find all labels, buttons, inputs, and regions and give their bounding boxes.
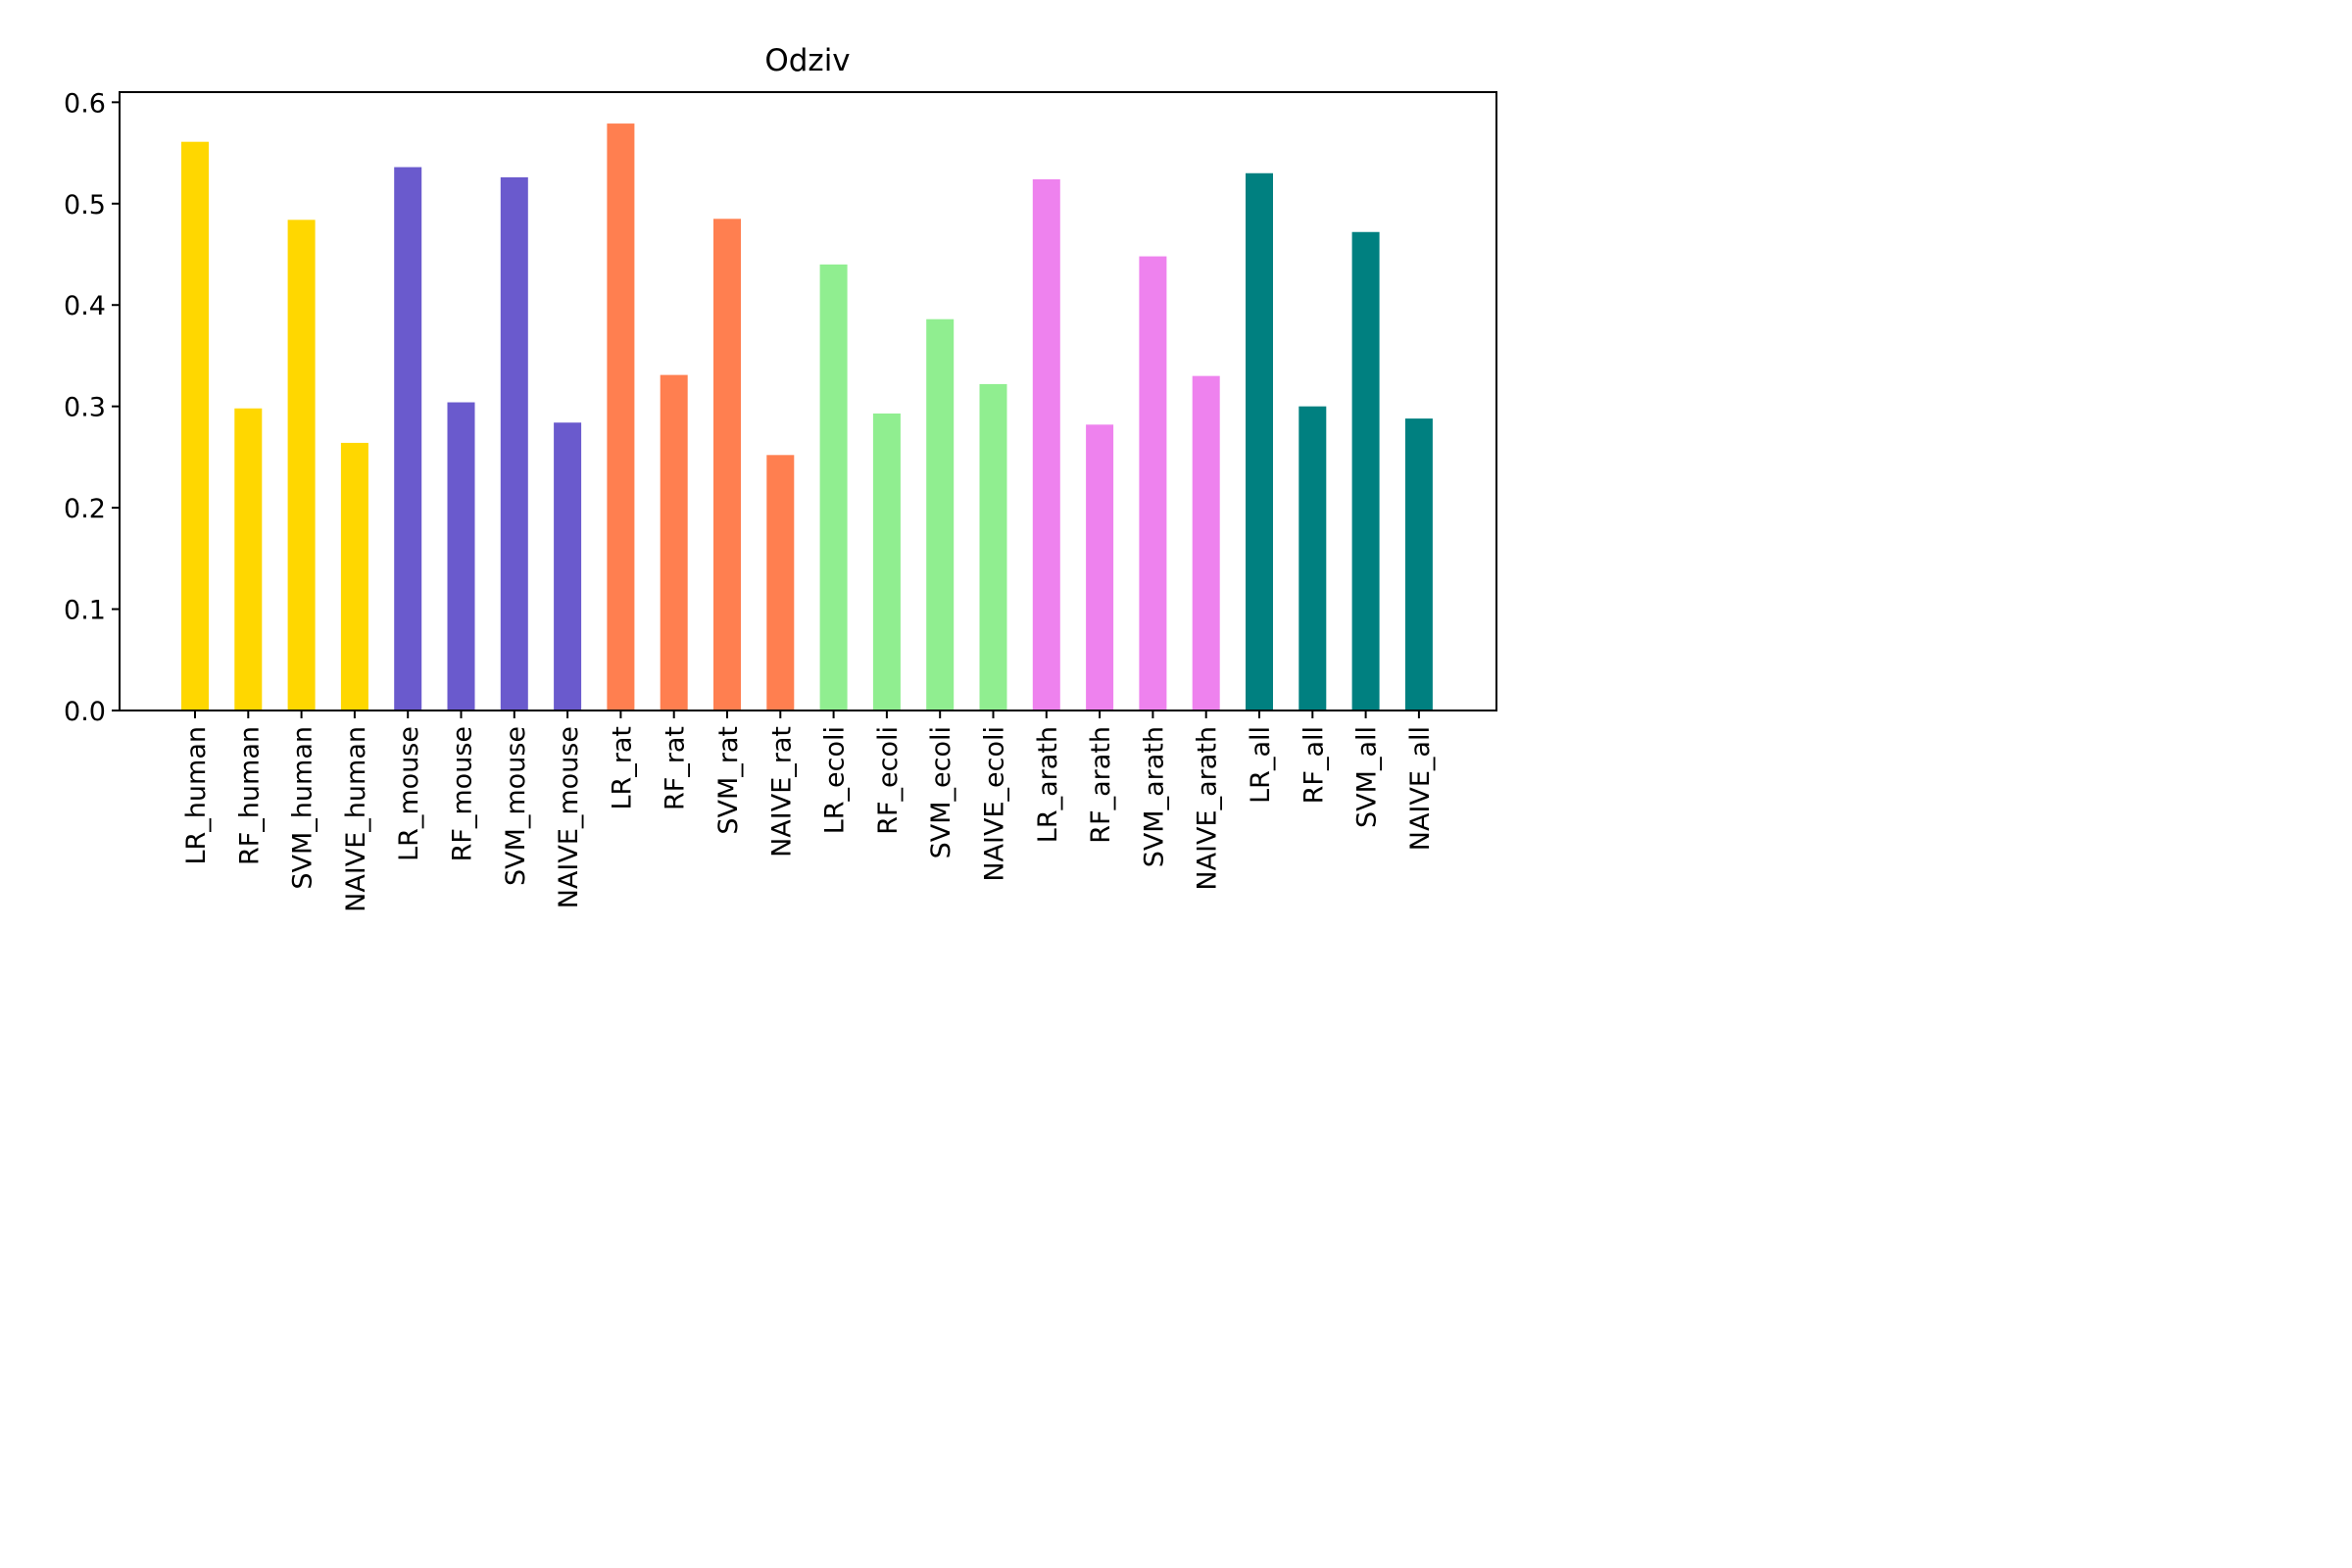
x-tick-label: RF_all xyxy=(1298,726,1329,804)
y-tick-label: 0.3 xyxy=(64,393,106,423)
x-tick-label: SVM_rat xyxy=(713,726,744,835)
x-tick-label: LR_arath xyxy=(1033,726,1063,843)
x-tick-label: LR_human xyxy=(181,726,212,865)
x-tick-label: LR_mouse xyxy=(394,726,424,861)
x-tick-label: NAIVE_all xyxy=(1405,726,1436,851)
x-tick-label: RF_mouse xyxy=(448,726,478,861)
x-tick-label: NAIVE_human xyxy=(341,726,371,912)
x-tick-label: NAIVE_rat xyxy=(766,726,797,858)
x-tick-label: SVM_arath xyxy=(1139,726,1169,867)
y-tick-label: 0.2 xyxy=(64,494,106,524)
bar-lr-rat xyxy=(607,123,635,711)
bar-lr-mouse xyxy=(394,167,422,710)
bar-rf-arath xyxy=(1086,424,1114,710)
x-tick-label: RF_arath xyxy=(1086,726,1116,844)
x-tick-label: SVM_all xyxy=(1352,726,1383,828)
bar-naive-human xyxy=(340,442,368,710)
bar-naive-arath xyxy=(1192,375,1220,710)
bar-svm-human xyxy=(287,220,316,710)
x-tick-label: NAIVE_mouse xyxy=(554,726,584,908)
bar-lr-ecoli xyxy=(819,264,848,710)
bar-svm-rat xyxy=(713,219,741,710)
bar-rf-all xyxy=(1298,406,1327,710)
bar-naive-ecoli xyxy=(979,383,1007,710)
bar-rf-human xyxy=(234,408,263,710)
x-tick-label: RF_rat xyxy=(661,726,691,810)
bar-rf-ecoli xyxy=(872,413,901,710)
x-tick-label: LR_ecoli xyxy=(820,726,851,834)
y-tick-label: 0.6 xyxy=(64,88,106,119)
plot-frame xyxy=(119,91,1497,711)
x-tick-label: SVM_human xyxy=(288,726,318,890)
bar-svm-all xyxy=(1351,231,1380,710)
bar-rf-rat xyxy=(660,374,688,710)
y-tick-label: 0.5 xyxy=(64,190,106,220)
bars-layer xyxy=(181,123,1433,711)
bar-lr-arath xyxy=(1032,178,1060,710)
x-tick-label: RF_human xyxy=(234,726,265,865)
x-tick-label: SVM_ecoli xyxy=(926,726,956,858)
y-tick-label: 0.4 xyxy=(64,291,106,321)
y-tick-label: 0.1 xyxy=(64,596,106,626)
x-axis: LR_human RF_human SVM_human NAIVE_human LR_m… xyxy=(181,710,1436,912)
x-tick-label: NAIVE_arath xyxy=(1193,726,1223,891)
bar-rf-mouse xyxy=(447,402,475,710)
bar-svm-ecoli xyxy=(926,318,955,710)
x-tick-label: RF_ecoli xyxy=(873,726,904,835)
bar-lr-human xyxy=(181,141,209,710)
chart-container: Odziv 0.0 0.1 0.2 0.3 0.4 0.5 0.6 LR_human RF_h… xyxy=(0,0,1537,1024)
x-tick-label: LR_all xyxy=(1246,726,1276,804)
bar-svm-arath xyxy=(1139,256,1167,710)
x-tick-label: NAIVE_ecoli xyxy=(980,726,1010,882)
bar-svm-mouse xyxy=(500,176,528,711)
chart-title: Odziv xyxy=(764,43,850,78)
bar-lr-all xyxy=(1246,172,1273,711)
bar-naive-rat xyxy=(766,455,795,710)
bar-naive-mouse xyxy=(554,422,582,710)
y-axis: 0.0 0.1 0.2 0.3 0.4 0.5 0.6 xyxy=(64,88,120,727)
y-tick-label: 0.0 xyxy=(64,697,106,727)
bar-chart: Odziv 0.0 0.1 0.2 0.3 0.4 0.5 0.6 LR_human RF_h… xyxy=(64,43,1497,912)
bar-naive-all xyxy=(1404,418,1433,710)
x-tick-label: SVM_mouse xyxy=(501,726,531,886)
x-tick-label: LR_rat xyxy=(607,726,637,810)
